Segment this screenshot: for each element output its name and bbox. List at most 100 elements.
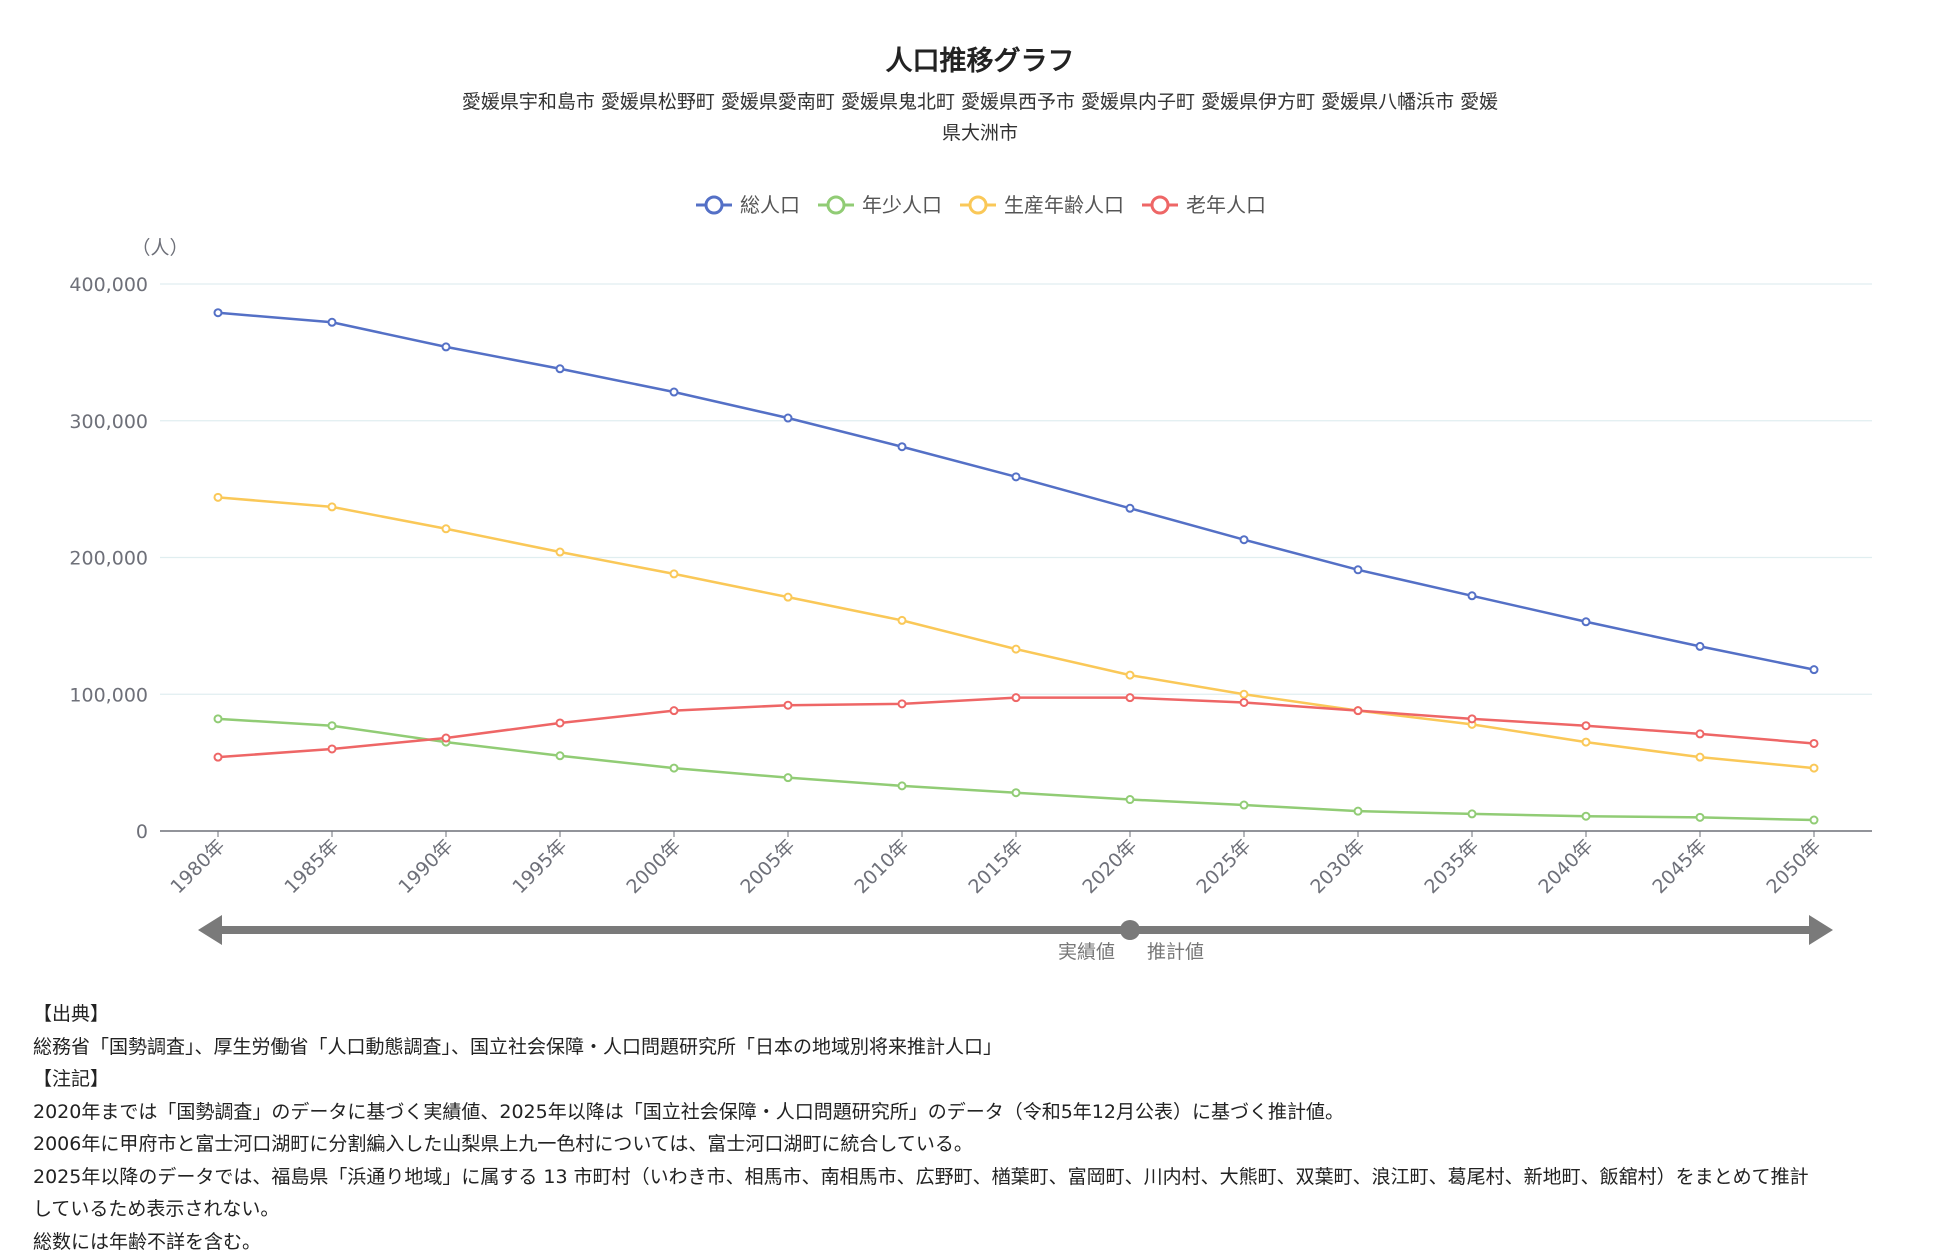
data-point[interactable] bbox=[1127, 796, 1134, 803]
data-point[interactable] bbox=[215, 754, 222, 761]
data-point[interactable] bbox=[1811, 740, 1818, 747]
data-point[interactable] bbox=[1469, 810, 1476, 817]
source-heading: 【出典】 bbox=[33, 998, 1809, 1031]
series-line bbox=[218, 497, 1814, 768]
data-point[interactable] bbox=[1697, 643, 1704, 650]
data-point[interactable] bbox=[557, 365, 564, 372]
data-point[interactable] bbox=[215, 494, 222, 501]
data-point[interactable] bbox=[1355, 808, 1362, 815]
data-point[interactable] bbox=[1241, 699, 1248, 706]
note-text-3-cont: しているため表示されない。 bbox=[33, 1193, 1809, 1226]
data-point[interactable] bbox=[557, 549, 564, 556]
data-point[interactable] bbox=[1355, 707, 1362, 714]
series-老年人口 bbox=[215, 694, 1818, 760]
data-point[interactable] bbox=[785, 774, 792, 781]
x-tick-label: 2020年 bbox=[1078, 835, 1141, 898]
data-point[interactable] bbox=[443, 343, 450, 350]
legend-item[interactable]: 生産年齢人口 bbox=[960, 193, 1124, 217]
data-point[interactable] bbox=[1013, 646, 1020, 653]
y-tick-label: 400,000 bbox=[69, 274, 148, 296]
data-point[interactable] bbox=[1469, 715, 1476, 722]
data-point[interactable] bbox=[785, 415, 792, 422]
data-point[interactable] bbox=[1583, 739, 1590, 746]
x-tick-label: 2010年 bbox=[850, 835, 913, 898]
legend-marker-icon bbox=[970, 197, 986, 213]
data-point[interactable] bbox=[1241, 691, 1248, 698]
series-line bbox=[218, 698, 1814, 757]
x-tick-label: 2025年 bbox=[1192, 835, 1255, 898]
population-chart: 人口推移グラフ 愛媛県宇和島市 愛媛県松野町 愛媛県愛南町 愛媛県鬼北町 愛媛県… bbox=[0, 0, 1935, 990]
y-tick-label: 200,000 bbox=[69, 548, 148, 570]
data-point[interactable] bbox=[785, 702, 792, 709]
data-point[interactable] bbox=[899, 443, 906, 450]
legend-label: 総人口 bbox=[740, 193, 800, 217]
series-line bbox=[218, 719, 1814, 820]
note-heading: 【注記】 bbox=[33, 1063, 1809, 1096]
data-point[interactable] bbox=[329, 319, 336, 326]
chart-subtitle-line1: 愛媛県宇和島市 愛媛県松野町 愛媛県愛南町 愛媛県鬼北町 愛媛県西予市 愛媛県内… bbox=[462, 91, 1498, 113]
series-line bbox=[218, 313, 1814, 670]
x-tick-label: 2040年 bbox=[1534, 835, 1597, 898]
note-text-1: 2020年までは「国勢調査」のデータに基づく実績値、2025年以降は「国立社会保… bbox=[33, 1096, 1809, 1129]
data-point[interactable] bbox=[1583, 618, 1590, 625]
data-point[interactable] bbox=[1241, 536, 1248, 543]
data-point[interactable] bbox=[1811, 666, 1818, 673]
note-text-2: 2006年に甲府市と富士河口湖町に分割編入した山梨県上九一色村については、富士河… bbox=[33, 1128, 1809, 1161]
data-point[interactable] bbox=[1811, 817, 1818, 824]
data-point[interactable] bbox=[1355, 566, 1362, 573]
legend-marker-icon bbox=[706, 197, 722, 213]
notes: 【出典】 総務省「国勢調査」、厚生労働省「人口動態調査」、国立社会保障・人口問題… bbox=[33, 998, 1809, 1258]
data-point[interactable] bbox=[1127, 694, 1134, 701]
data-point[interactable] bbox=[443, 525, 450, 532]
actual-label: 実績値 bbox=[1058, 941, 1115, 963]
data-point[interactable] bbox=[329, 503, 336, 510]
legend-item[interactable]: 年少人口 bbox=[818, 193, 942, 217]
data-point[interactable] bbox=[785, 594, 792, 601]
series-年少人口 bbox=[215, 715, 1818, 823]
data-point[interactable] bbox=[899, 700, 906, 707]
data-point[interactable] bbox=[1241, 802, 1248, 809]
data-point[interactable] bbox=[329, 722, 336, 729]
y-tick-label: 100,000 bbox=[69, 684, 148, 706]
data-point[interactable] bbox=[1127, 505, 1134, 512]
legend-item[interactable]: 老年人口 bbox=[1142, 193, 1266, 217]
actual-projection-arrow: 実績値 推計値 bbox=[198, 915, 1833, 963]
data-point[interactable] bbox=[671, 570, 678, 577]
data-point[interactable] bbox=[557, 752, 564, 759]
x-tick-label: 2005年 bbox=[736, 835, 799, 898]
x-tick-label: 2015年 bbox=[964, 835, 1027, 898]
data-point[interactable] bbox=[1583, 722, 1590, 729]
data-point[interactable] bbox=[329, 745, 336, 752]
legend: 総人口 年少人口生産年齢人口 老年人口 bbox=[696, 193, 1266, 217]
data-point[interactable] bbox=[1583, 813, 1590, 820]
data-point[interactable] bbox=[215, 309, 222, 316]
series-総人口 bbox=[215, 309, 1818, 673]
x-tick-label: 2000年 bbox=[622, 835, 685, 898]
x-tick-label: 2035年 bbox=[1420, 835, 1483, 898]
data-point[interactable] bbox=[671, 765, 678, 772]
legend-item[interactable]: 総人口 bbox=[696, 193, 800, 217]
legend-label: 老年人口 bbox=[1186, 193, 1266, 217]
series-lines bbox=[215, 309, 1818, 823]
data-point[interactable] bbox=[215, 715, 222, 722]
x-tick-label: 2045年 bbox=[1648, 835, 1711, 898]
data-point[interactable] bbox=[1013, 789, 1020, 796]
data-point[interactable] bbox=[1697, 754, 1704, 761]
x-tick-label: 1990年 bbox=[394, 835, 457, 898]
data-point[interactable] bbox=[557, 719, 564, 726]
data-point[interactable] bbox=[1811, 765, 1818, 772]
legend-label: 年少人口 bbox=[862, 193, 942, 217]
data-point[interactable] bbox=[671, 389, 678, 396]
data-point[interactable] bbox=[1697, 730, 1704, 737]
data-point[interactable] bbox=[1013, 694, 1020, 701]
data-point[interactable] bbox=[899, 617, 906, 624]
data-point[interactable] bbox=[899, 782, 906, 789]
data-point[interactable] bbox=[1469, 592, 1476, 599]
data-point[interactable] bbox=[1013, 473, 1020, 480]
data-point[interactable] bbox=[1697, 814, 1704, 821]
data-point[interactable] bbox=[443, 735, 450, 742]
data-point[interactable] bbox=[1127, 672, 1134, 679]
legend-marker-icon bbox=[828, 197, 844, 213]
data-point[interactable] bbox=[671, 707, 678, 714]
